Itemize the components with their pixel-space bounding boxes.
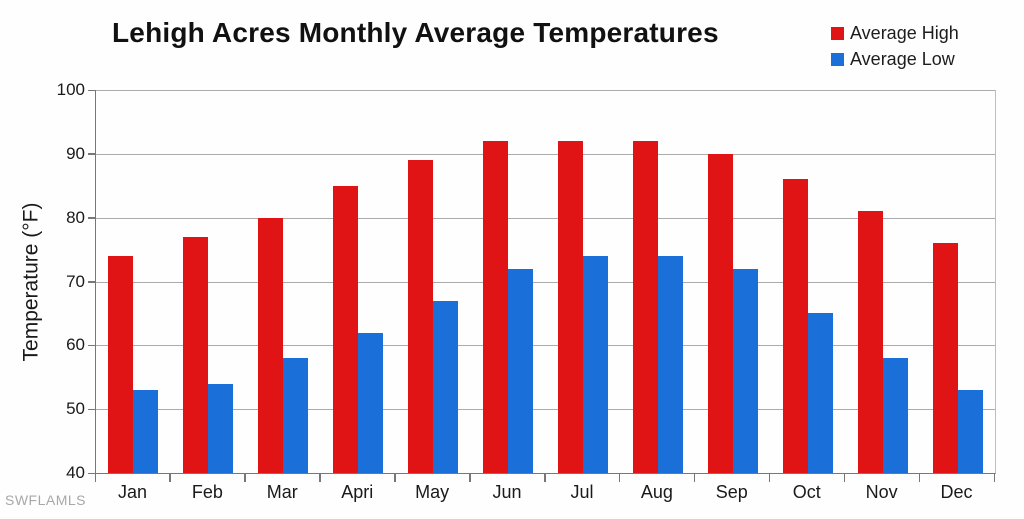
x-tick-label-sep: Sep xyxy=(715,482,748,502)
bar-group-jan xyxy=(96,90,171,473)
x-tick-mark-12 xyxy=(993,474,995,482)
bar-high-may xyxy=(408,160,434,473)
bar-low-sep xyxy=(732,268,758,473)
x-tick-label-may: May xyxy=(415,482,450,502)
bar-low-dec xyxy=(957,390,983,473)
x-tick-mark-11 xyxy=(918,474,921,482)
x-tick-label-oct: Oct xyxy=(792,482,821,502)
x-tick-label-jun: Jun xyxy=(492,482,522,502)
legend-item-average-low: Average Low xyxy=(831,49,959,70)
gridline-100 xyxy=(96,90,995,91)
bar-high-jun xyxy=(483,141,509,473)
legend-item-average-high: Average High xyxy=(831,23,959,44)
y-tick-label-70: 70 xyxy=(66,271,85,291)
bar-low-mar xyxy=(283,358,309,473)
bar-high-feb xyxy=(183,236,209,473)
y-tick-mark-100 xyxy=(88,89,95,91)
bar-high-apri xyxy=(333,185,359,473)
gridline-70 xyxy=(96,281,995,283)
x-tick-mark-1 xyxy=(169,474,171,482)
bar-group-feb xyxy=(171,90,246,473)
y-tick-label-60: 60 xyxy=(66,335,85,355)
bar-high-dec xyxy=(932,243,958,473)
x-tick-mark-9 xyxy=(768,474,771,482)
bar-group-nov xyxy=(845,90,920,473)
bar-high-mar xyxy=(258,217,284,473)
x-tick-mark-6 xyxy=(544,474,546,482)
y-tick-label-40: 40 xyxy=(66,463,85,482)
gridline-90 xyxy=(96,153,995,155)
x-tick-label-feb: Feb xyxy=(191,482,223,502)
bar-high-jan xyxy=(108,255,134,473)
x-tick-mark-7 xyxy=(618,474,621,482)
legend: Average High Average Low xyxy=(831,23,959,70)
plot-area xyxy=(95,90,996,474)
legend-label-high: Average High xyxy=(850,23,959,43)
bar-group-may xyxy=(396,90,471,473)
bar-low-may xyxy=(433,300,459,473)
bar-low-jul xyxy=(582,255,608,473)
x-tick-label-nov: Nov xyxy=(865,482,898,502)
gridline-80 xyxy=(96,217,995,219)
bar-high-jul xyxy=(557,141,583,473)
legend-label-low: Average Low xyxy=(850,49,955,69)
legend-swatch-high-icon xyxy=(831,27,844,40)
gridline-60 xyxy=(96,345,995,347)
x-tick-mark-0 xyxy=(94,474,96,482)
y-tick-label-90: 90 xyxy=(66,143,85,163)
x-tick-mark-10 xyxy=(843,474,846,482)
x-tick-label-mar: Mar xyxy=(266,482,298,502)
y-tick-label-50: 50 xyxy=(66,399,85,419)
x-tick-label-jan: Jan xyxy=(117,482,147,502)
bar-low-oct xyxy=(807,313,833,473)
bar-low-aug xyxy=(657,255,683,473)
bar-group-mar xyxy=(246,90,321,473)
y-tick-mark-40 xyxy=(88,472,95,474)
x-tick-label-apri: Apri xyxy=(341,482,374,502)
y-tick-mark-70 xyxy=(88,281,95,283)
bar-group-aug xyxy=(620,90,695,473)
y-tick-mark-90 xyxy=(88,153,95,155)
bar-group-apri xyxy=(321,90,396,473)
bar-group-dec xyxy=(920,90,995,473)
bar-high-aug xyxy=(632,141,658,473)
bar-group-jun xyxy=(471,90,546,473)
bar-low-jan xyxy=(133,390,159,473)
chart-title: Lehigh Acres Monthly Average Temperature… xyxy=(112,17,719,48)
bar-group-oct xyxy=(770,90,845,473)
x-tick-mark-3 xyxy=(319,474,321,482)
bar-low-feb xyxy=(208,383,234,473)
y-tick-label-100: 100 xyxy=(56,80,85,99)
y-tick-mark-50 xyxy=(88,408,95,411)
y-tick-label-80: 80 xyxy=(66,207,85,227)
x-tick-label-aug: Aug xyxy=(640,482,673,502)
x-tick-mark-8 xyxy=(693,474,696,482)
x-tick-mark-5 xyxy=(469,474,471,482)
legend-swatch-low-icon xyxy=(831,53,844,66)
bar-group-sep xyxy=(695,90,770,473)
bar-high-sep xyxy=(707,153,733,473)
bar-high-oct xyxy=(782,179,808,473)
y-tick-mark-60 xyxy=(88,344,95,347)
bar-low-jun xyxy=(508,268,534,473)
x-tick-label-dec: Dec xyxy=(940,482,973,502)
x-tick-mark-2 xyxy=(244,474,246,482)
gridline-50 xyxy=(96,409,995,411)
bar-low-apri xyxy=(358,332,384,473)
bar-high-nov xyxy=(857,211,883,473)
y-tick-mark-80 xyxy=(88,217,95,219)
bar-group-jul xyxy=(546,90,621,473)
watermark: SWFLAMLS xyxy=(5,492,87,508)
bar-low-nov xyxy=(882,358,908,473)
x-tick-mark-4 xyxy=(394,474,396,482)
x-tick-label-jul: Jul xyxy=(570,482,594,502)
